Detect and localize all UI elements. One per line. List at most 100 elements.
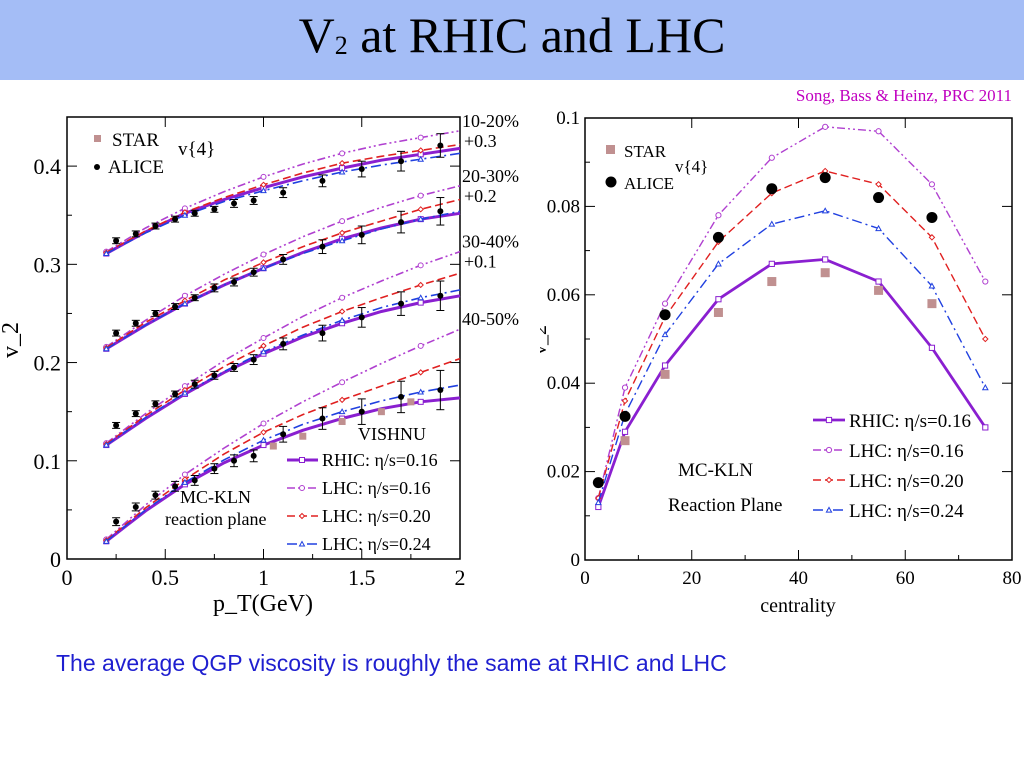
right-legend-marker-lhc024	[825, 506, 833, 513]
right-legend-star-marker	[606, 145, 615, 154]
left-alice-point	[132, 503, 139, 510]
left-init-label-2: reaction plane	[165, 509, 266, 529]
left-alice-point	[113, 237, 120, 244]
right-lhc024-marker	[594, 498, 602, 506]
right-alice-point	[819, 172, 831, 184]
title-rest: at RHIC and LHC	[347, 7, 726, 63]
left-lhc024-marker	[417, 294, 425, 301]
right-lhc016-marker	[621, 384, 629, 391]
left-group-label: 10-20%	[462, 111, 519, 131]
left-alice-point	[172, 303, 179, 310]
left-alice-point	[398, 219, 405, 226]
right-alice-point	[712, 231, 724, 243]
left-x-tick-label: 0	[62, 565, 73, 590]
left-alice-point	[211, 206, 218, 213]
left-alice-point	[132, 410, 139, 417]
left-lhc016-marker	[339, 294, 346, 301]
left-lhc024-marker	[181, 211, 189, 218]
left-lhc024-marker	[102, 537, 110, 544]
right-v24-label: v{4}	[675, 157, 708, 176]
left-alice-point	[191, 381, 198, 388]
left-legend-marker-lhc024	[298, 540, 306, 547]
left-lhc024-marker	[181, 300, 189, 307]
left-lhc020-marker	[417, 369, 424, 376]
left-alice-point	[280, 340, 287, 347]
left-alice-point	[172, 483, 179, 490]
right-rhic-marker	[982, 424, 989, 431]
left-lhc020-marker	[260, 429, 267, 436]
left-alice-point	[358, 408, 365, 415]
right-x-tick-label: 40	[789, 568, 808, 589]
right-lhc016-marker	[982, 278, 989, 285]
left-group-offset: +0.1	[464, 252, 497, 272]
left-alice-point	[280, 431, 287, 438]
left-x-tick-label: 1	[258, 565, 269, 590]
right-lhc024-marker	[875, 224, 883, 232]
left-legend-label-lhc016: LHC: η/s=0.16	[322, 478, 431, 498]
left-alice-point	[113, 330, 120, 337]
right-rhic-marker	[715, 296, 722, 303]
left-legend-marker-rhic	[299, 457, 305, 463]
left-alice-point	[358, 231, 365, 238]
left-rhic-marker	[417, 299, 424, 306]
left-alice-point	[152, 223, 159, 230]
left-lhc024-marker	[260, 436, 267, 443]
right-lhc016-marker	[875, 128, 882, 135]
left-lhc016-curve-1	[105, 185, 461, 348]
right-rhic-marker	[875, 278, 882, 285]
left-star-point	[338, 417, 346, 425]
left-lhc020-marker	[417, 147, 424, 154]
left-lhc024-marker	[102, 345, 110, 352]
left-alice-point	[191, 294, 198, 301]
right-star-point	[713, 307, 723, 317]
right-star-point	[620, 436, 630, 446]
left-alice-point	[437, 142, 444, 149]
left-alice-point	[250, 356, 257, 363]
right-x-axis-label: centrality	[760, 595, 836, 617]
left-group-label: 20-30%	[462, 166, 519, 186]
right-alice-point	[926, 211, 938, 223]
left-lhc024-marker	[181, 389, 189, 396]
left-alice-point	[172, 216, 179, 223]
left-rhic-curve-1	[105, 211, 461, 351]
right-lhc024-curve	[597, 210, 986, 503]
left-y-tick-label: 0.2	[34, 351, 62, 376]
left-lhc016-marker	[417, 134, 424, 141]
left-lhc024-marker	[102, 441, 110, 448]
left-alice-point	[358, 314, 365, 321]
left-legend-alice-label: ALICE	[108, 157, 164, 178]
right-y-tick-label: 0.04	[547, 373, 581, 394]
left-lhc020-marker	[338, 159, 346, 167]
right-legend-star-label: STAR	[624, 142, 667, 161]
left-alice-point	[152, 310, 159, 317]
right-lhc016-marker	[715, 212, 722, 219]
right-lhc020-curve	[597, 170, 986, 499]
left-alice-point	[250, 452, 257, 459]
right-x-tick-label: 20	[682, 568, 701, 589]
left-y-axis-label: v_2	[0, 322, 24, 358]
right-lhc016-marker	[928, 181, 936, 188]
left-group-offset: +0.2	[464, 186, 497, 206]
left-lhc016-marker	[417, 192, 424, 199]
left-star-point	[407, 398, 415, 406]
right-legend-label-rhic: RHIC: η/s=0.16	[849, 411, 971, 432]
left-alice-point	[280, 256, 287, 263]
left-alice-point	[211, 465, 218, 472]
slide-caption: The average QGP viscosity is roughly the…	[56, 650, 727, 676]
left-alice-point	[250, 269, 257, 276]
left-y-tick-label: 0	[50, 547, 61, 572]
right-legend-label-lhc024: LHC: η/s=0.24	[849, 501, 964, 522]
left-group-label: 30-40%	[462, 232, 519, 252]
left-rhic-marker	[417, 398, 424, 405]
left-legend-label-lhc020: LHC: η/s=0.20	[322, 506, 431, 526]
right-lhc016-marker	[822, 123, 829, 130]
right-legend-label-lhc016: LHC: η/s=0.16	[849, 441, 964, 462]
right-y-tick-label: 0.02	[547, 462, 580, 483]
left-lhc020-marker	[338, 396, 346, 404]
left-lhc024-marker	[260, 187, 267, 194]
right-star-point	[820, 268, 830, 278]
citation: Song, Bass & Heinz, PRC 2011	[795, 86, 1012, 105]
right-y-axis-label: v_2	[540, 325, 551, 355]
left-lhc016-marker	[260, 335, 267, 341]
right-lhc024-marker	[768, 220, 776, 227]
